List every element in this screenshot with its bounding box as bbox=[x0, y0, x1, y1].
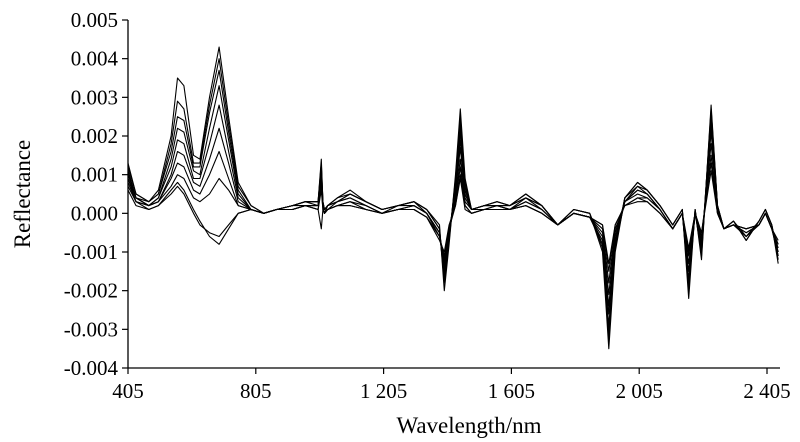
y-tick-label: -0.003 bbox=[64, 317, 118, 341]
y-tick-label: 0.002 bbox=[71, 124, 118, 148]
y-tick-label: -0.002 bbox=[64, 279, 118, 303]
spectrum-line-7 bbox=[127, 143, 779, 296]
y-tick-label: 0.005 bbox=[71, 8, 118, 32]
x-tick-label: 2 005 bbox=[616, 379, 663, 403]
spectrum-line-6 bbox=[127, 127, 779, 307]
y-tick-label: 0.004 bbox=[71, 47, 119, 71]
axes bbox=[127, 20, 780, 369]
y-ticks: 0.005 0.004 0.003 0.002 0.001 0.000 -0.001 -0.0… bbox=[64, 8, 128, 380]
x-tick-label: 1 205 bbox=[360, 379, 407, 403]
spectrum-line-8 bbox=[127, 154, 779, 284]
x-tick-label: 2 405 bbox=[743, 379, 790, 403]
y-tick-label: 0.000 bbox=[71, 201, 118, 225]
y-tick-label: 0.003 bbox=[71, 85, 118, 109]
x-tick-label: 805 bbox=[240, 379, 272, 403]
spectrum-line-10 bbox=[127, 170, 779, 265]
series-group bbox=[127, 46, 779, 350]
spectrum-line-9 bbox=[127, 162, 779, 272]
y-axis-title: Reflectance bbox=[10, 140, 35, 249]
y-tick-label: -0.004 bbox=[64, 356, 119, 380]
x-axis-title: Wavelength/nm bbox=[396, 413, 541, 438]
x-tick-label: 1 605 bbox=[488, 379, 535, 403]
x-tick-label: 405 bbox=[112, 379, 144, 403]
x-ticks: 405 805 1 205 1 605 2 005 2 405 bbox=[112, 368, 791, 403]
y-tick-label: 0.001 bbox=[71, 163, 118, 187]
y-tick-label: -0.001 bbox=[64, 240, 118, 264]
